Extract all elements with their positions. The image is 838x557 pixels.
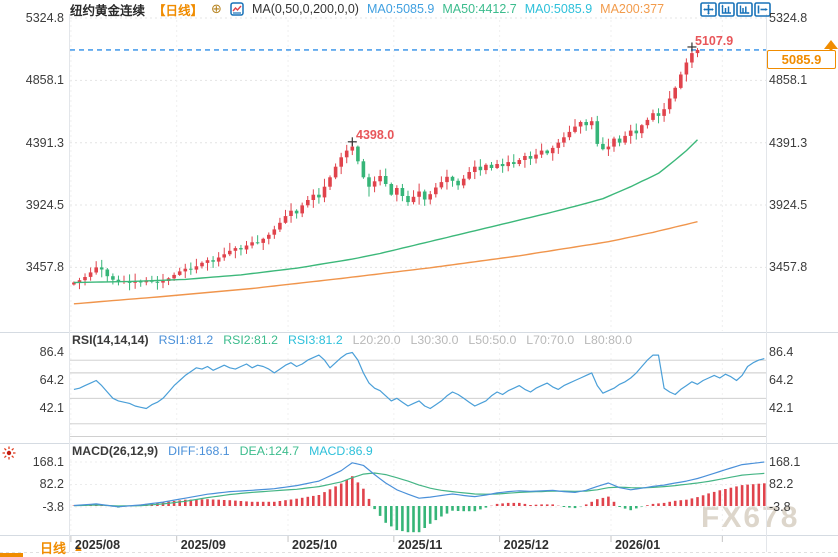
chart-type-icon[interactable]: [230, 2, 244, 16]
last-price-tag: 5085.9: [767, 50, 836, 69]
zoom-vertical-icon[interactable]: [718, 2, 735, 17]
rsi-axis-label-right: 42.1: [769, 401, 794, 416]
y-axis-label-left: 5324.8: [25, 11, 64, 25]
date-label: 2026/01: [614, 538, 661, 552]
date-label: 2025/11: [397, 538, 443, 552]
y-axis-label-right: 4858.1: [769, 73, 808, 88]
chart-toolbar: [699, 2, 771, 17]
high-price-label: 5107.9: [695, 34, 734, 48]
date-label: 2025/12: [503, 538, 549, 552]
macd-axis-label-right: 168.1: [769, 455, 801, 469]
ma-formula: MA(0,50,0,200,0,0): [251, 2, 359, 16]
go-to-latest-icon[interactable]: [754, 2, 771, 17]
zoom-horizontal-icon[interactable]: [736, 2, 753, 17]
macd-axis-label-right: -3.8: [769, 500, 791, 514]
y-axis-label-left: 4858.1: [25, 73, 64, 88]
rsi-axis-label-left: 64.2: [39, 373, 64, 388]
ma200-value: MA200:377: [600, 2, 665, 16]
macd-dea-value: DEA:124.7: [239, 444, 300, 458]
rsi-level-30: L30:30.0: [410, 333, 459, 347]
rsi1-value: RSI1:81.2: [158, 333, 214, 347]
y-axis-label-left: 3457.8: [25, 260, 64, 275]
rsi-level-20: L20:20.0: [352, 333, 401, 347]
rsi-level-80: L80:80.0: [584, 333, 633, 347]
macd-axis-label-left: 168.1: [32, 455, 64, 469]
date-label: 2025/08: [74, 538, 121, 552]
rsi-name: RSI(14,14,14): [72, 333, 149, 347]
y-axis-label-left: 4391.3: [25, 135, 64, 150]
y-axis-label-right: 3457.8: [769, 260, 808, 275]
triangle-up-icon: ▲: [73, 541, 84, 554]
y-axis-label-right: 4391.3: [769, 135, 808, 150]
rsi-pane-header: RSI(14,14,14) RSI1:81.2 RSI2:81.2 RSI3:8…: [72, 333, 642, 347]
rsi-axis-label-left: 42.1: [39, 401, 64, 416]
date-label: 2025/09: [180, 538, 226, 552]
macd-hist-value: MACD:86.9: [309, 444, 373, 458]
period-label: 【日线】: [153, 3, 204, 18]
pan-tool-icon[interactable]: [700, 2, 717, 17]
rsi-level-50: L50:50.0: [468, 333, 517, 347]
rsi2-value: RSI2:81.2: [223, 333, 278, 347]
symbol-name: 纽约黄金连续: [70, 3, 146, 18]
add-indicator-icon[interactable]: ⊕: [211, 1, 222, 16]
period-tab[interactable]: 日线 ▲: [40, 538, 84, 557]
macd-axis-label-left: -3.8: [42, 500, 64, 514]
period-tab-label: 日线: [40, 541, 67, 556]
rsi-level-70: L70:70.0: [526, 333, 575, 347]
macd-axis-label-left: 82.2: [39, 477, 64, 492]
macd-pane-header: MACD(26,12,9) DIFF:168.1 DEA:124.7 MACD:…: [72, 444, 383, 458]
macd-axis-label-right: 82.2: [769, 477, 794, 492]
ma0-value: MA0:5085.9: [366, 2, 435, 16]
watermark: FX678: [701, 501, 800, 534]
rsi-axis-label-left: 86.4: [39, 345, 64, 359]
rsi3-value: RSI3:81.2: [287, 333, 343, 347]
rsi-axis-label-right: 64.2: [769, 373, 794, 388]
ma0b-value: MA0:5085.9: [524, 2, 593, 16]
y-axis-label-left: 3924.5: [25, 198, 64, 213]
ma50-value: MA50:4412.7: [442, 2, 517, 16]
rsi-axis-label-right: 86.4: [769, 345, 794, 359]
date-label: 2025/10: [292, 538, 338, 552]
macd-diff-value: DIFF:168.1: [168, 444, 230, 458]
y-axis-label-right: 3924.5: [769, 198, 808, 213]
main-chart-header: 纽约黄金连续 【日线】 ⊕ MA(0,50,0,200,0,0) MA0:508…: [70, 1, 672, 18]
y-axis-label-right: 5324.8: [769, 11, 808, 25]
macd-name: MACD(26,12,9): [72, 444, 159, 458]
corner-accent-bar: [0, 553, 23, 557]
peak-price-label: 4398.0: [356, 128, 395, 142]
sun-icon[interactable]: [2, 446, 16, 465]
